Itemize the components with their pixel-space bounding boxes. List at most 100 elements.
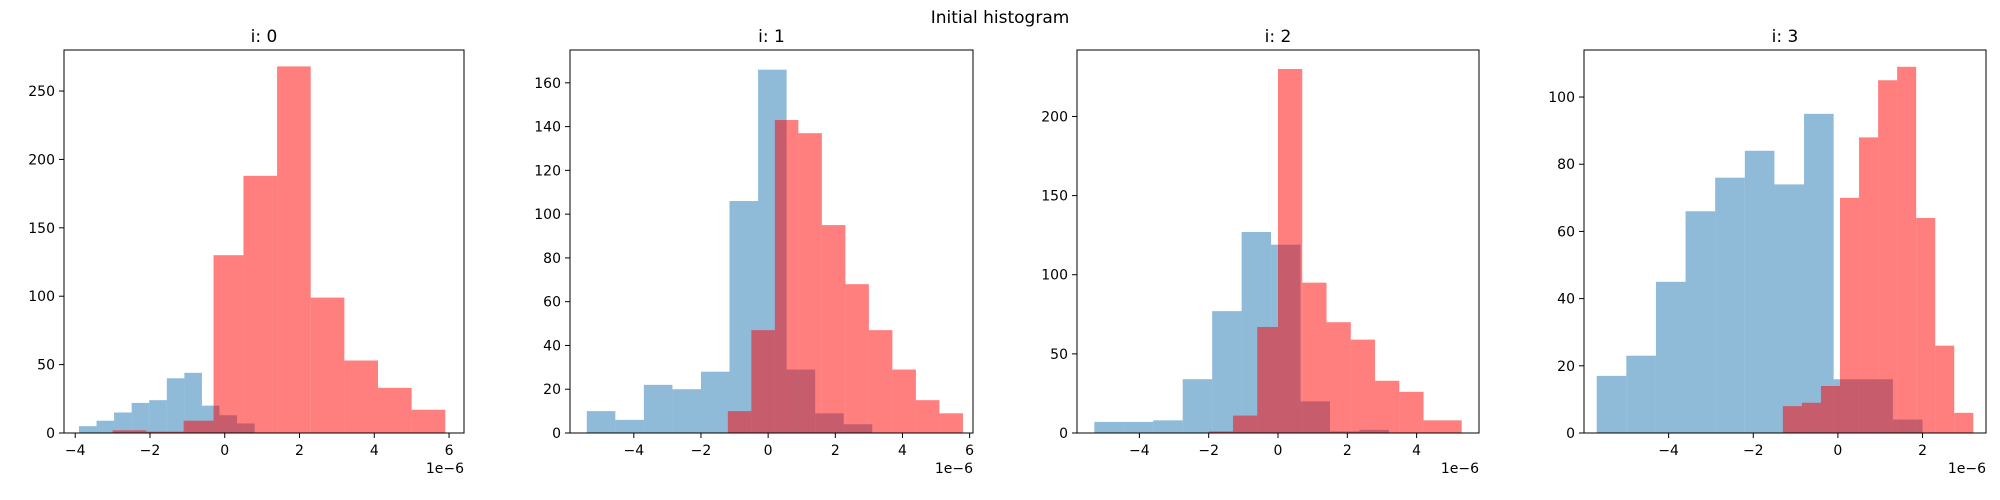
histogram-bar-red bbox=[1820, 385, 1841, 433]
histogram-bar-red bbox=[1840, 197, 1860, 433]
histogram-bar-blue bbox=[1212, 311, 1242, 433]
x-tick-label: −2 bbox=[1743, 443, 1764, 459]
histogram-bar-red bbox=[939, 413, 963, 433]
y-tick-label: 50 bbox=[1050, 347, 1068, 363]
histogram-bar-red bbox=[1302, 282, 1327, 433]
histogram-bar-blue bbox=[1804, 113, 1834, 433]
histogram-bar-blue bbox=[1182, 379, 1213, 433]
y-tick-label: 160 bbox=[534, 76, 561, 92]
x-tick-label: −4 bbox=[1658, 443, 1679, 459]
histogram-bar-red bbox=[1399, 391, 1424, 433]
axes-frame bbox=[1583, 49, 1987, 434]
y-tick-label: 250 bbox=[28, 84, 55, 100]
histogram-bar-red bbox=[1232, 415, 1258, 433]
histogram-bar-red bbox=[213, 255, 244, 433]
x-tick-label: −2 bbox=[691, 443, 712, 459]
histogram-bar-blue bbox=[615, 419, 644, 433]
histogram-bar-red bbox=[277, 66, 311, 433]
histogram-bar-red bbox=[892, 369, 916, 433]
histogram-bar-red bbox=[183, 420, 214, 433]
y-tick-label: 20 bbox=[1557, 359, 1575, 375]
x-tick-label: 0 bbox=[1833, 443, 1842, 459]
histogram-bar-blue bbox=[1655, 281, 1686, 433]
histogram-bar-red bbox=[1257, 326, 1278, 433]
histogram-bar-red bbox=[411, 409, 446, 433]
x-tick-label: −4 bbox=[623, 443, 644, 459]
histogram-bar-blue bbox=[672, 389, 701, 433]
histogram-bar-red bbox=[727, 411, 752, 433]
histogram-bar-blue bbox=[96, 420, 115, 433]
x-tick-label: 6 bbox=[965, 443, 974, 459]
x-tick-label: 4 bbox=[370, 443, 379, 459]
axes-frame bbox=[63, 49, 465, 434]
histogram-bar-red bbox=[1859, 137, 1879, 433]
histogram-bar-blue bbox=[1626, 355, 1656, 433]
y-tick-label: 200 bbox=[1041, 109, 1068, 125]
histogram-bar-blue bbox=[78, 426, 97, 433]
histogram-bar-blue bbox=[586, 411, 616, 433]
x-tick-label: 0 bbox=[220, 443, 229, 459]
x-scale-label: 1e−6 bbox=[1948, 461, 1986, 477]
y-tick-label: 100 bbox=[1041, 268, 1068, 284]
y-tick-label: 120 bbox=[534, 163, 561, 179]
histogram-bar-blue bbox=[1153, 420, 1183, 433]
y-tick-label: 60 bbox=[1557, 224, 1575, 240]
histogram-bar-red bbox=[845, 284, 869, 433]
y-tick-label: 200 bbox=[28, 152, 55, 168]
histogram-bar-red bbox=[1935, 345, 1955, 433]
histogram-bar-red bbox=[344, 360, 379, 433]
y-tick-label: 150 bbox=[28, 221, 55, 237]
y-tick-label: 140 bbox=[534, 120, 561, 136]
histogram-bar-red bbox=[1897, 66, 1917, 434]
x-tick-label: 2 bbox=[295, 443, 304, 459]
histogram-bar-red bbox=[1916, 217, 1936, 433]
histogram-bar-red bbox=[378, 387, 412, 433]
x-tick-label: 4 bbox=[898, 443, 907, 459]
histogram-bar-red bbox=[1423, 420, 1462, 433]
y-tick-label: 0 bbox=[1566, 426, 1575, 442]
histogram-bar-blue bbox=[643, 384, 673, 433]
x-tick-label: 2 bbox=[831, 443, 840, 459]
y-tick-label: 80 bbox=[1557, 157, 1575, 173]
y-tick-label: 80 bbox=[543, 251, 561, 267]
histogram-bar-red bbox=[1801, 402, 1821, 433]
y-tick-label: 60 bbox=[543, 295, 561, 311]
subplot-0: −4 −2 0 2 4 6 0 50 100 150 200 250 i: 0 1e−6 bbox=[28, 27, 465, 477]
x-scale-label: 1e−6 bbox=[426, 461, 464, 477]
x-tick-label: −4 bbox=[1129, 443, 1150, 459]
histogram-bar-red bbox=[1208, 431, 1233, 433]
histogram-bar-red bbox=[112, 430, 147, 433]
subplot-title: i: 2 bbox=[1265, 27, 1292, 47]
y-tick-label: 0 bbox=[552, 426, 561, 442]
x-tick-label: −2 bbox=[1198, 443, 1219, 459]
axes-frame bbox=[569, 49, 974, 434]
x-tick-label: 0 bbox=[764, 443, 773, 459]
histogram-bar-blue bbox=[114, 412, 132, 433]
histogram-bar-red bbox=[1375, 380, 1400, 433]
x-tick-label: 4 bbox=[1412, 443, 1421, 459]
x-tick-label: −2 bbox=[140, 443, 161, 459]
x-scale-label: 1e−6 bbox=[1441, 461, 1479, 477]
histogram-bar-red bbox=[751, 330, 775, 433]
histogram-bar-blue bbox=[131, 402, 150, 433]
histogram-bar-blue bbox=[166, 378, 185, 433]
histogram-bar-red bbox=[915, 400, 940, 433]
histogram-bar-blue bbox=[1774, 184, 1805, 433]
histogram-bar-red bbox=[1350, 339, 1376, 433]
histogram-bar-blue bbox=[700, 371, 730, 433]
x-tick-label: 6 bbox=[445, 443, 454, 459]
y-tick-label: 0 bbox=[46, 426, 55, 442]
histogram-bar-blue bbox=[149, 400, 167, 433]
x-tick-label: 0 bbox=[1274, 443, 1283, 459]
histogram-bar-blue bbox=[1715, 177, 1745, 433]
subplot-title: i: 0 bbox=[251, 27, 278, 47]
histogram-bar-red bbox=[798, 133, 822, 434]
y-tick-label: 0 bbox=[1059, 426, 1068, 442]
y-tick-label: 20 bbox=[543, 382, 561, 398]
histogram-bar-blue bbox=[1123, 421, 1154, 433]
histogram-bar-red bbox=[774, 120, 799, 433]
histogram-bar-blue bbox=[1685, 211, 1716, 433]
